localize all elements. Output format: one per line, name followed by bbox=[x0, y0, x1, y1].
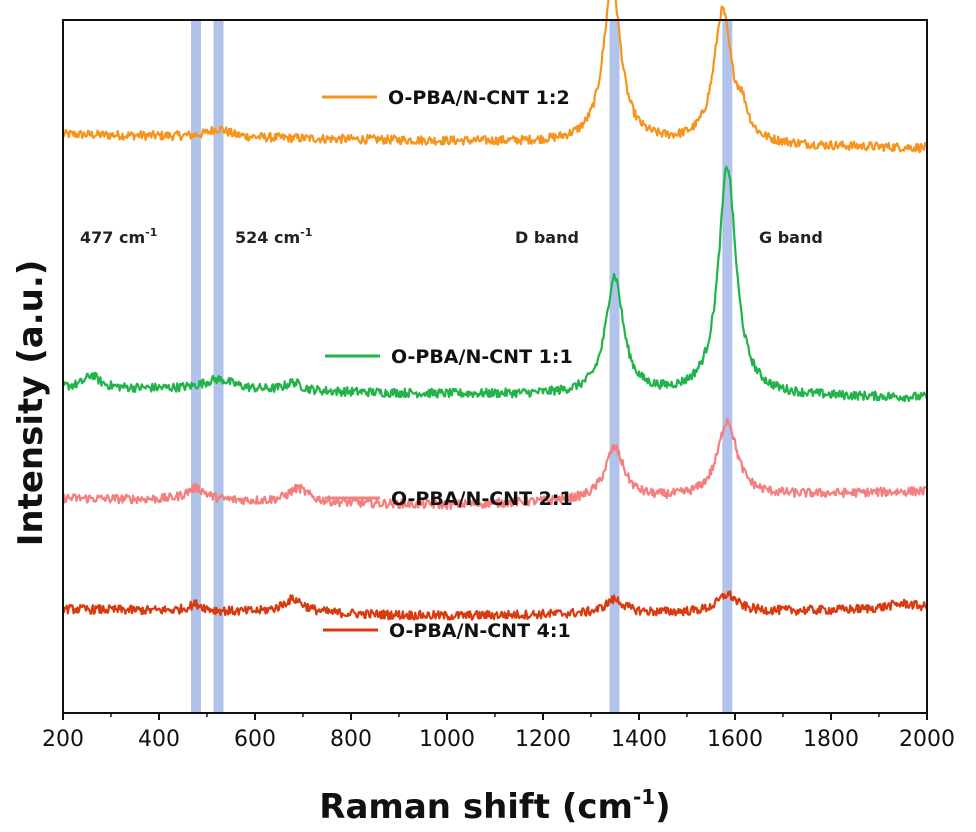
series-line-1 bbox=[61, 165, 929, 403]
series-line-2 bbox=[62, 417, 928, 510]
band-label-text: 477 cm bbox=[80, 228, 145, 247]
legend-label-3: O-PBA/N-CNT 4:1 bbox=[389, 620, 571, 642]
x-tick-label: 1000 bbox=[419, 727, 475, 752]
band-label-text: 524 cm bbox=[235, 228, 300, 247]
highlight-bands bbox=[190, 20, 733, 713]
band-label-sup: -1 bbox=[145, 226, 157, 239]
highlight-band-1 bbox=[213, 20, 224, 713]
band-label-text: D band bbox=[515, 228, 579, 247]
band-label-3: G band bbox=[759, 228, 823, 247]
series-line-0 bbox=[61, 0, 928, 153]
y-axis-title: Intensity (a.u.) bbox=[11, 260, 51, 547]
x-axis-title-close: ) bbox=[655, 787, 671, 827]
highlight-band-2 bbox=[609, 20, 620, 713]
band-annotations: 477 cm-1 524 cm-1 D band G band bbox=[80, 226, 823, 247]
x-axis-title-main: Raman shift (cm bbox=[319, 787, 633, 827]
x-tick-label: 600 bbox=[234, 727, 276, 752]
band-label-sup: -1 bbox=[300, 226, 312, 239]
band-label-1: 524 cm-1 bbox=[235, 226, 312, 247]
x-axis: 200 400 600 800 1000 1200 1400 1600 1800 2000 bbox=[42, 713, 955, 752]
x-axis-title: Raman shift (cm-1) bbox=[319, 785, 670, 827]
x-tick-label: 1400 bbox=[611, 727, 667, 752]
highlight-band-3 bbox=[722, 20, 733, 713]
highlight-band-0 bbox=[190, 20, 201, 713]
legend-label-1: O-PBA/N-CNT 1:1 bbox=[391, 346, 573, 368]
x-tick-label: 400 bbox=[138, 727, 180, 752]
series-line-3 bbox=[62, 590, 929, 621]
band-label-text: G band bbox=[759, 228, 823, 247]
x-tick-label: 2000 bbox=[899, 727, 955, 752]
spectra-lines bbox=[61, 0, 929, 621]
x-tick-label: 1200 bbox=[515, 727, 571, 752]
legend-label-2: O-PBA/N-CNT 2:1 bbox=[391, 488, 573, 510]
legend: O-PBA/N-CNT 1:2 O-PBA/N-CNT 1:1 O-PBA/N-CN… bbox=[322, 87, 573, 642]
x-tick-label: 200 bbox=[42, 727, 84, 752]
x-axis-title-sup: -1 bbox=[633, 785, 655, 809]
x-tick-label: 800 bbox=[330, 727, 372, 752]
band-label-2: D band bbox=[515, 228, 579, 247]
x-tick-label: 1800 bbox=[803, 727, 859, 752]
band-label-0: 477 cm-1 bbox=[80, 226, 157, 247]
legend-label-0: O-PBA/N-CNT 1:2 bbox=[388, 87, 570, 109]
x-tick-label: 1600 bbox=[707, 727, 763, 752]
